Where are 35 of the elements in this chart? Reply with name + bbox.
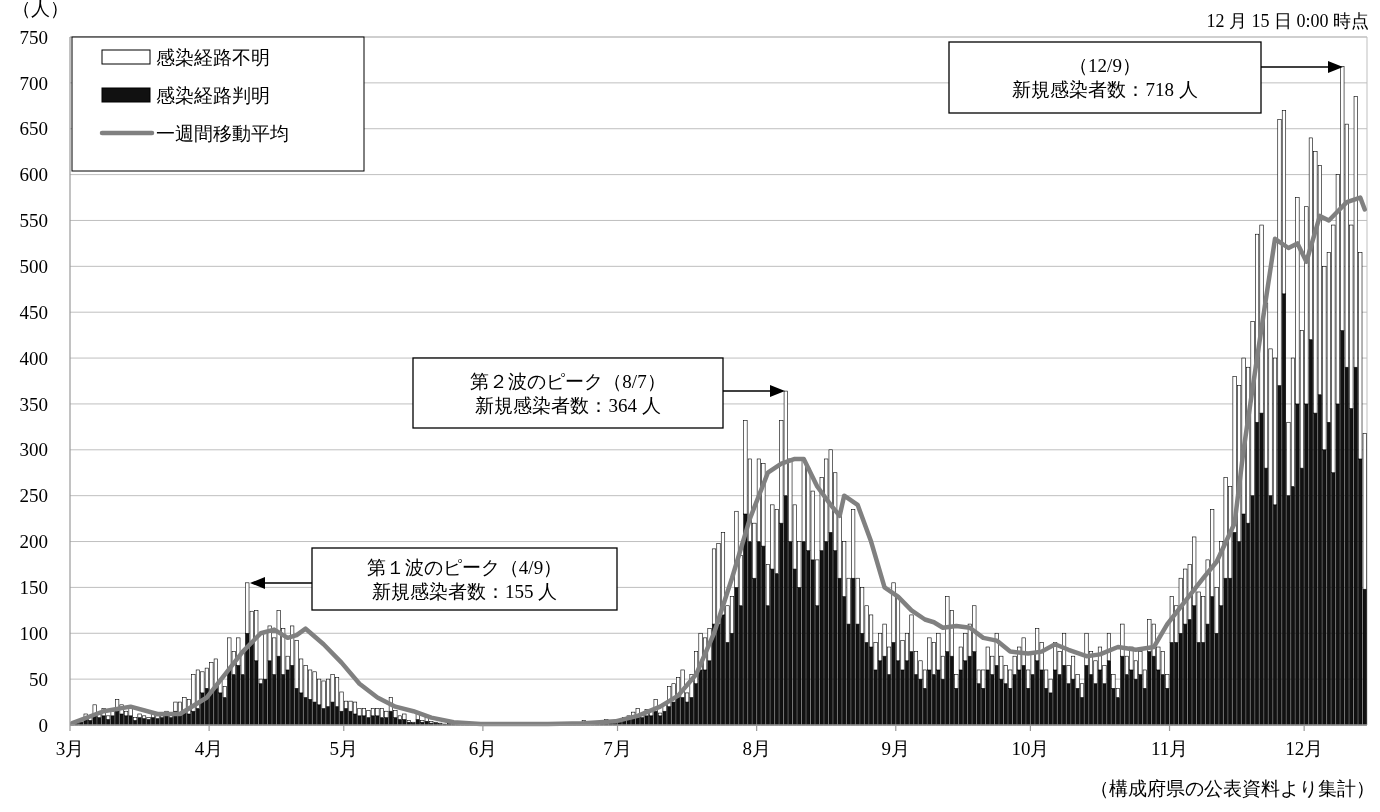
y-tick-label: 550 [19,210,48,232]
y-tick-label: 750 [19,26,48,48]
y-tick-label: 300 [19,439,48,461]
y-tick-label: 150 [19,577,48,599]
chart-subtitle: 12 月 15 日 0:00 時点 [1206,11,1369,31]
y-tick-label: 250 [19,485,48,507]
x-tick-label: 8月 [742,738,771,759]
legend-label: 感染経路不明 [156,46,270,68]
annotation: 第１波のピーク（4/9）新規感染者数：155 人 [366,556,563,602]
x-tick-label: 7月 [603,738,632,759]
y-tick-label: 50 [29,668,48,690]
legend-label: 感染経路判明 [156,84,270,106]
annotation: （12/9）新規感染者数：718 人 [1012,55,1198,101]
y-tick-label: 350 [19,393,48,415]
y-tick-label: 500 [19,255,48,277]
legend-label: 一週間移動平均 [156,122,289,144]
y-tick-label: 200 [19,531,48,553]
y-tick-label: 450 [19,301,48,323]
x-tick-label: 4月 [194,738,224,759]
annotation: 第２波のピーク（8/7）新規感染者数：364 人 [470,370,666,416]
y-tick-label: 100 [19,622,48,644]
x-tick-label: 3月 [55,738,85,759]
y-tick-label: 400 [19,347,48,369]
x-tick-label: 5月 [329,738,359,759]
x-tick-label: 12月 [1285,738,1324,759]
x-tick-label: 6月 [468,738,498,759]
y-tick-label: 700 [19,72,48,94]
text: （構成府県の公表資料より集計） [1090,778,1375,799]
x-tick-label: 9月 [881,738,911,759]
y-tick-label: 0 [38,714,48,736]
x-tick-label: 11月 [1150,738,1189,759]
y-axis-title: （人） [11,0,69,19]
y-tick-label: 600 [19,164,48,186]
y-tick-label: 650 [19,118,48,140]
x-tick-label: 10月 [1011,738,1050,759]
